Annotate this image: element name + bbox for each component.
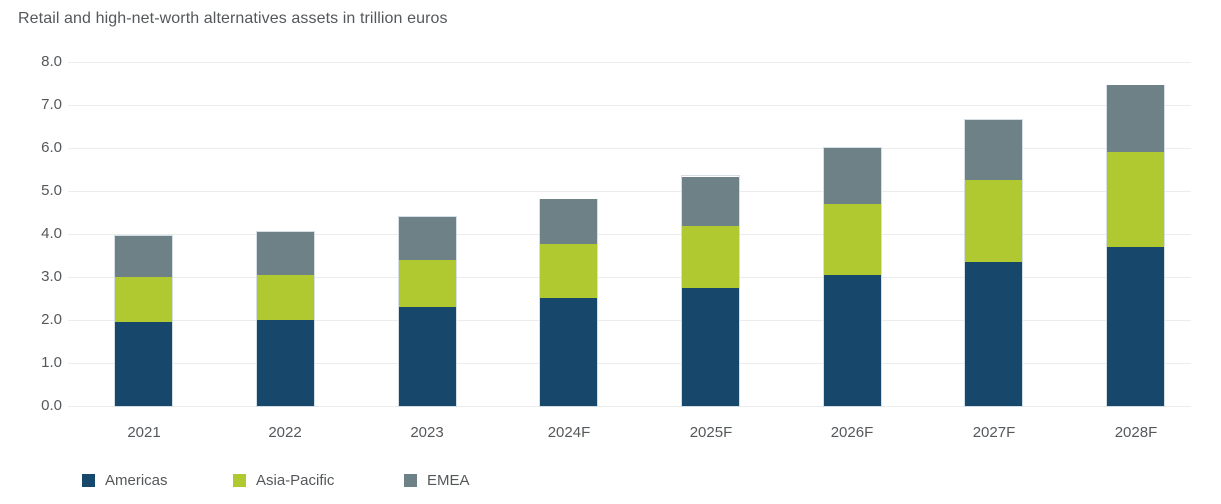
bar-2021: [115, 236, 172, 406]
x-tick-label-2024f: 2024F: [547, 424, 591, 441]
bar-2022: [257, 232, 314, 406]
bar-2025F: [682, 176, 739, 406]
bar-segment-emea-2025f: [682, 177, 739, 226]
bar-segment-emea-2026f: [824, 148, 881, 204]
gridline-y0.0: [68, 405, 1191, 407]
bar-segment-americas-2026f: [824, 275, 881, 406]
bar-segment-asia-pacific-2021: [115, 277, 172, 322]
gridline-y1.0: [68, 362, 1191, 364]
bar-2027F: [965, 120, 1022, 406]
x-tick-label-2028f: 2028F: [1114, 424, 1158, 441]
y-tick-label-3.0: 3.0: [41, 268, 62, 285]
gridline-y6.0: [68, 147, 1191, 149]
bar-segment-asia-pacific-2023: [399, 260, 456, 307]
y-tick-label-5.0: 5.0: [41, 182, 62, 199]
bar-2023: [399, 217, 456, 406]
bar-segment-emea-2024f: [540, 199, 597, 244]
bar-segment-asia-pacific-2027f: [965, 180, 1022, 262]
x-tick-label-2026f: 2026F: [830, 424, 874, 441]
bar-segment-americas-2024f: [540, 298, 597, 406]
bar-segment-emea-2023: [399, 217, 456, 260]
bar-2028F: [1107, 85, 1164, 406]
legend-item-americas: Americas: [82, 472, 168, 489]
bar-segment-emea-2027f: [965, 120, 1022, 180]
bar-2026F: [824, 148, 881, 406]
legend-swatch-icon: [233, 474, 246, 487]
y-tick-label-0.0: 0.0: [41, 397, 62, 414]
gridline-y2.0: [68, 319, 1191, 321]
gridline-y8.0: [68, 61, 1191, 63]
y-tick-label-8.0: 8.0: [41, 53, 62, 70]
bar-segment-asia-pacific-2026f: [824, 204, 881, 275]
legend-item-asia-pacific: Asia-Pacific: [233, 472, 334, 489]
legend-swatch-icon: [404, 474, 417, 487]
bar-segment-asia-pacific-2022: [257, 275, 314, 320]
x-tick-label-2027f: 2027F: [972, 424, 1016, 441]
bar-segment-americas-2022: [257, 320, 314, 406]
gridline-y7.0: [68, 104, 1191, 106]
bar-segment-emea-2021: [115, 236, 172, 277]
y-tick-label-4.0: 4.0: [41, 225, 62, 242]
x-tick-label-2023: 2023: [410, 424, 444, 441]
x-tick-label-2022: 2022: [268, 424, 302, 441]
chart-title: Retail and high-net-worth alternatives a…: [18, 10, 448, 27]
legend-label: Asia-Pacific: [256, 472, 335, 489]
bar-segment-americas-2021: [115, 322, 172, 406]
bar-2024F: [540, 199, 597, 406]
gridline-y5.0: [68, 190, 1191, 192]
gridline-y4.0: [68, 233, 1191, 235]
y-tick-label-6.0: 6.0: [41, 139, 62, 156]
x-tick-label-2021: 2021: [127, 424, 161, 441]
y-tick-label-7.0: 7.0: [41, 96, 62, 113]
bar-segment-americas-2028f: [1107, 247, 1164, 406]
y-tick-label-2.0: 2.0: [41, 311, 62, 328]
bar-segment-asia-pacific-2025f: [682, 226, 739, 288]
bar-segment-emea-2022: [257, 232, 314, 275]
legend-swatch-icon: [82, 474, 95, 487]
bar-segment-emea-2028f: [1107, 85, 1164, 152]
bar-segment-americas-2027f: [965, 262, 1022, 406]
bar-segment-asia-pacific-2028f: [1107, 152, 1164, 247]
x-tick-label-2025f: 2025F: [689, 424, 733, 441]
gridline-y3.0: [68, 276, 1191, 278]
bar-segment-americas-2023: [399, 307, 456, 406]
legend-item-emea: EMEA: [404, 472, 470, 489]
y-tick-label-1.0: 1.0: [41, 354, 62, 371]
bar-segment-americas-2025f: [682, 288, 739, 406]
legend-label: EMEA: [427, 472, 470, 489]
bar-segment-asia-pacific-2024f: [540, 244, 597, 298]
legend-label: Americas: [105, 472, 168, 489]
